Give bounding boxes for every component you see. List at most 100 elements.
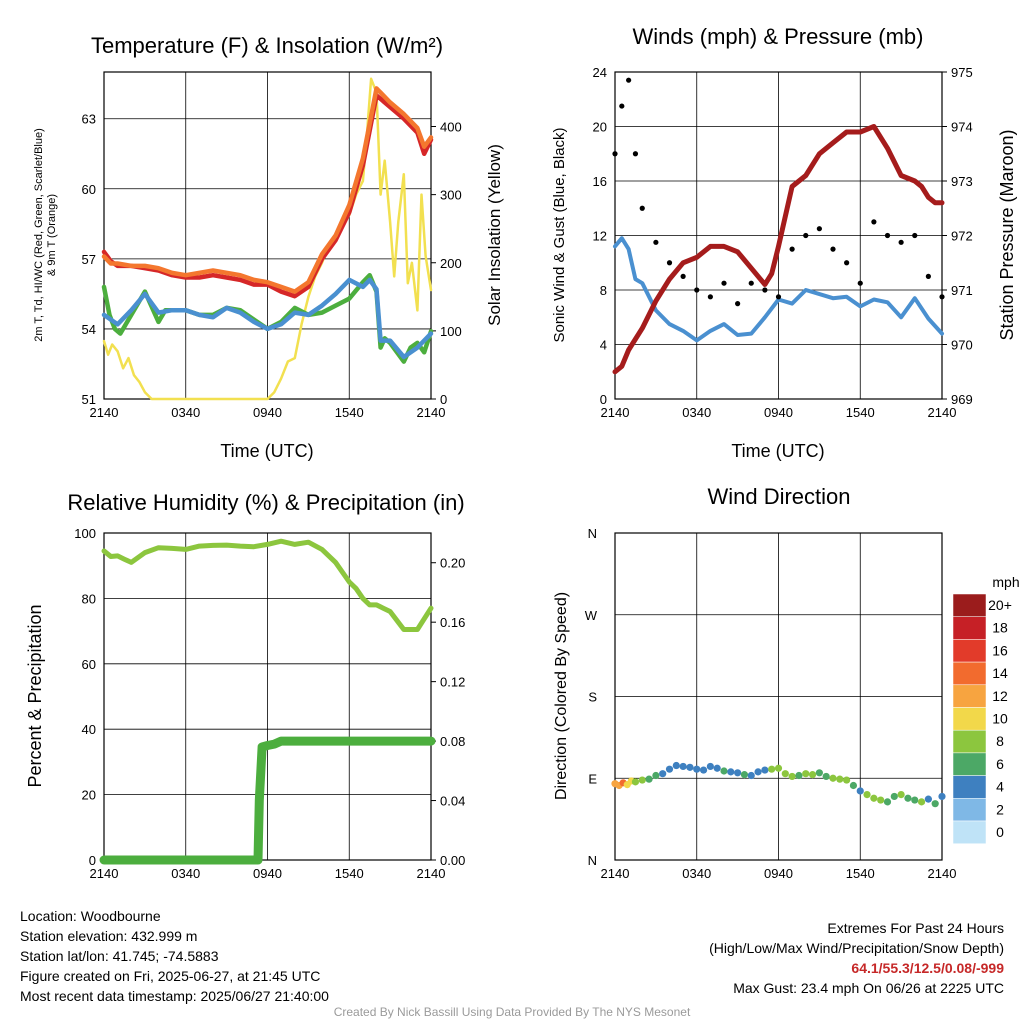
- recent-text: Most recent data timestamp: 2025/06/27 2…: [20, 988, 329, 1004]
- credit-text: Created By Nick Bassill Using Data Provi…: [333, 1005, 691, 1019]
- relative-humidity-line: [101, 538, 434, 632]
- legend-swatch: [952, 775, 987, 799]
- legend-label: 16: [992, 642, 1008, 658]
- direction-point: [761, 766, 769, 774]
- y2-tick-label: 973: [951, 174, 973, 189]
- y-tick-label: 0: [89, 853, 96, 868]
- gust-point: [871, 219, 877, 225]
- gust-point: [762, 287, 768, 293]
- y-tick-label: 0: [600, 392, 607, 407]
- legend-swatch: [952, 729, 987, 754]
- extremes-info: Extremes For Past 24 Hours (High/Low/Max…: [709, 918, 1004, 998]
- legend-label: 0: [996, 824, 1004, 840]
- winds-ylabel-left: Sonic Wind & Gust (Blue, Black): [551, 127, 568, 342]
- gust-point: [653, 239, 659, 245]
- gust-point: [748, 280, 754, 286]
- winds-panel: Winds (mph) & Pressure (mb) Sonic Wind &…: [551, 24, 1017, 461]
- direction-point: [843, 776, 851, 784]
- direction-point: [699, 766, 708, 774]
- y-tick-label: E: [588, 771, 597, 786]
- direction-point: [856, 787, 864, 795]
- y-tick-label: 16: [593, 174, 607, 189]
- x-tick-label: 0340: [682, 405, 711, 420]
- legend-swatch: [952, 752, 987, 776]
- y2-tick-label: 0.12: [440, 675, 465, 690]
- gust-point: [884, 232, 891, 239]
- gust-point: [680, 273, 686, 279]
- y-tick-label: 20: [82, 788, 96, 803]
- gust-point: [816, 226, 822, 232]
- gust-point: [857, 280, 863, 286]
- direction-point: [781, 770, 789, 778]
- x-tick-label: 0940: [764, 866, 793, 881]
- direction-point: [829, 774, 837, 782]
- direction-point: [883, 798, 892, 806]
- x-tick-label: 2140: [90, 405, 119, 420]
- y2-tick-label: 0.08: [440, 734, 465, 749]
- gust-point: [707, 294, 713, 300]
- legend-label: 2: [996, 801, 1004, 817]
- y2-tick-label: 971: [951, 283, 973, 298]
- direction-point: [822, 772, 830, 781]
- humidity-ylabel-left: Percent & Precipitation: [25, 604, 45, 787]
- legend-swatch: [952, 684, 987, 708]
- direction-point: [849, 781, 858, 790]
- direction-speed-legend: 20+ 18 16 14 12 10 8 6 4 2 0: [952, 593, 1012, 844]
- nine-meter-temperature-line: [101, 86, 434, 294]
- winds-ylabel-right: Station Pressure (Maroon): [997, 129, 1017, 340]
- y-tick-label: 100: [74, 526, 96, 541]
- y2-tick-label: 969: [951, 392, 973, 407]
- temperature-panel: Temperature (F) & Insolation (W/m²) 2m T…: [33, 33, 504, 461]
- x-tick-label: 2140: [601, 405, 630, 420]
- y-tick-label: N: [588, 526, 597, 541]
- y2-tick-label: 0.20: [440, 556, 465, 571]
- gust-point: [639, 205, 645, 211]
- y2-tick-label: 0.00: [440, 853, 465, 868]
- x-tick-label: 1540: [846, 866, 875, 881]
- legend-label: 14: [992, 665, 1008, 681]
- y-tick-label: 40: [82, 722, 96, 737]
- y-tick-label: 60: [82, 657, 96, 672]
- y-tick-label: 8: [600, 283, 607, 298]
- x-tick-label: 2140: [928, 866, 957, 881]
- y2-tick-label: 972: [951, 229, 973, 244]
- direction-point: [870, 794, 878, 802]
- legend-label: 6: [996, 756, 1004, 772]
- direction-point: [802, 770, 810, 778]
- gust-point: [844, 260, 850, 266]
- x-tick-label: 0940: [253, 405, 282, 420]
- legend-swatch: [952, 707, 987, 731]
- y2-tick-label: 300: [440, 188, 462, 203]
- direction-point: [672, 761, 680, 770]
- gust-point: [735, 301, 741, 307]
- y-tick-label: 54: [82, 322, 96, 337]
- y-tick-label: 80: [82, 591, 96, 606]
- legend-swatch: [952, 820, 987, 844]
- x-tick-label: 2140: [928, 405, 957, 420]
- direction-point: [686, 763, 694, 771]
- direction-panel: Wind Direction Direction (Colored By Spe…: [553, 484, 1020, 881]
- legend-swatch: [952, 798, 987, 822]
- station-info: Location: Woodbourne Station elevation: …: [20, 906, 329, 1006]
- y-tick-label: W: [585, 608, 598, 623]
- legend-label: 8: [996, 733, 1004, 749]
- temperature-line: [101, 93, 434, 299]
- gust-point: [775, 294, 782, 300]
- direction-point: [890, 792, 898, 801]
- gust-point: [789, 246, 795, 252]
- temperature-ylabel-right: Solar Insolation (Yellow): [485, 144, 504, 326]
- gust-point: [912, 232, 918, 239]
- y2-tick-label: 0: [440, 392, 447, 407]
- x-tick-label: 0940: [253, 866, 282, 881]
- y2-tick-label: 970: [951, 338, 973, 353]
- gust-point: [925, 273, 931, 279]
- direction-point: [645, 775, 653, 783]
- y2-tick-label: 975: [951, 65, 973, 80]
- temperature-title: Temperature (F) & Insolation (W/m²): [91, 33, 443, 58]
- winds-title: Winds (mph) & Pressure (mb): [633, 24, 924, 49]
- y-tick-label: 20: [593, 120, 607, 135]
- x-tick-label: 2140: [417, 866, 446, 881]
- direction-ylabel-left: Direction (Colored By Speed): [553, 592, 570, 800]
- x-tick-label: 2140: [417, 405, 446, 420]
